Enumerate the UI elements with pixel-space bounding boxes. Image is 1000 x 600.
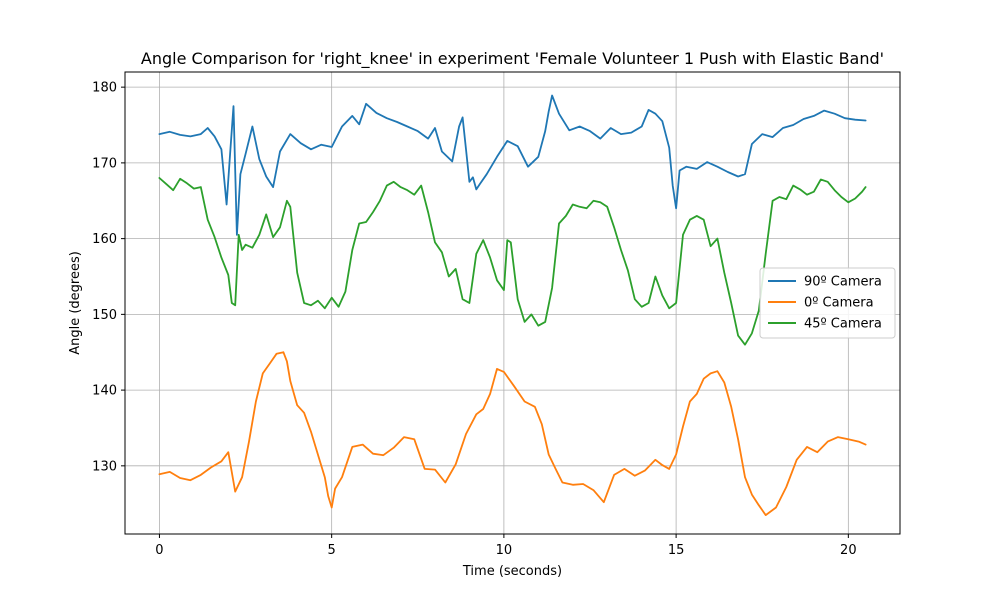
series-line-1	[158, 351, 867, 516]
chart-title: Angle Comparison for 'right_knee' in exp…	[141, 49, 884, 69]
y-tick-label: 160	[92, 232, 117, 247]
legend: 90º Camera 0º Camera 45º Camera	[759, 267, 896, 339]
y-axis-ticks: 130 140 150 160 170 180	[92, 81, 125, 474]
legend-label-1: 0º Camera	[804, 296, 874, 311]
y-tick-label: 170	[92, 156, 117, 171]
legend-label-2: 45º Camera	[804, 317, 882, 332]
series-line-2	[158, 177, 867, 346]
y-tick-label: 150	[92, 308, 117, 323]
y-tick-label: 130	[92, 459, 117, 474]
x-tick-label: 10	[496, 543, 513, 558]
legend-label-0: 90º Camera	[804, 275, 882, 290]
x-axis-ticks: 0 5 10 15 20	[155, 534, 857, 558]
x-tick-label: 15	[668, 543, 685, 558]
x-tick-label: 0	[155, 543, 163, 558]
y-axis-label: Angle (degrees)	[68, 251, 83, 355]
series-line-0	[158, 94, 867, 236]
y-tick-label: 180	[92, 81, 117, 96]
plot-frame	[124, 71, 901, 535]
series-lines	[158, 94, 867, 516]
x-tick-label: 20	[840, 543, 857, 558]
x-tick-label: 5	[328, 543, 336, 558]
x-axis-label: Time (seconds)	[462, 564, 562, 579]
legend-box	[759, 267, 896, 339]
y-tick-label: 140	[92, 384, 117, 399]
